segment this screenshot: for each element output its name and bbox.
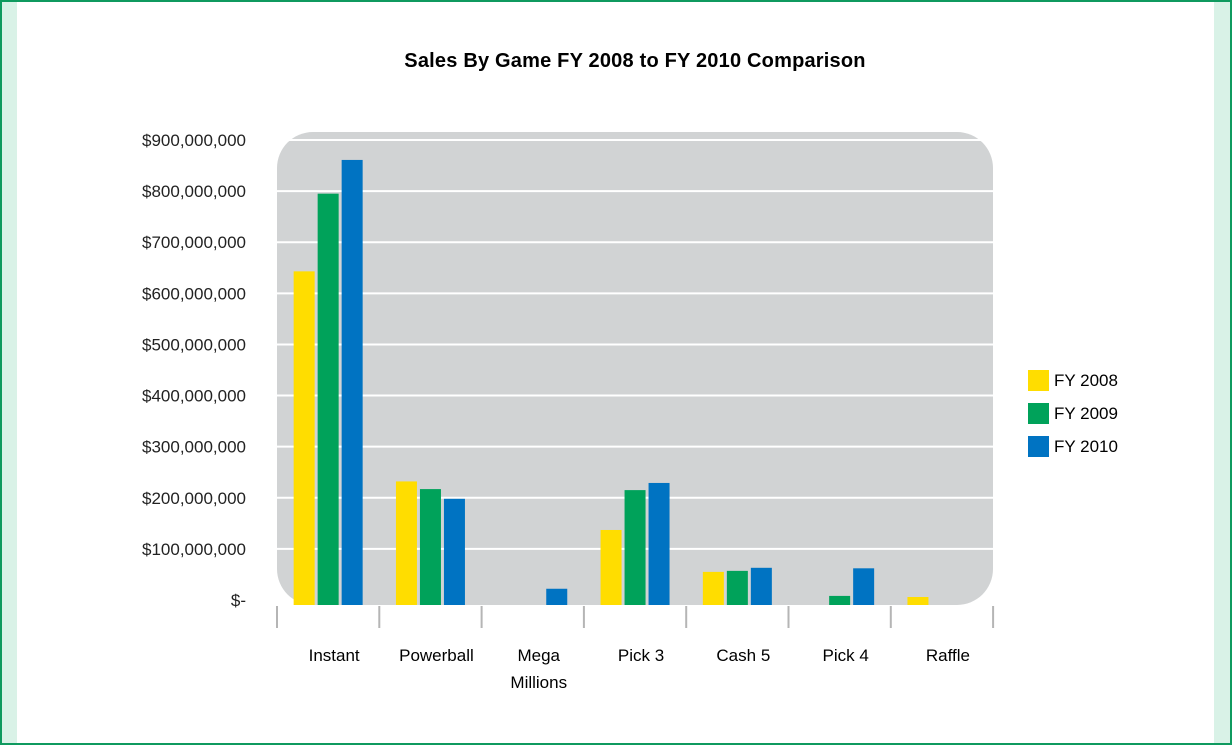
legend-label: FY 2010 [1054, 436, 1118, 456]
bar [546, 588, 568, 605]
bar [624, 490, 646, 605]
bar [317, 193, 339, 605]
y-tick-label: $900,000,000 [142, 131, 246, 150]
bar [443, 498, 465, 605]
bar [419, 489, 441, 605]
chart-legend: FY 2008 FY 2009 FY 2010 [1028, 364, 1118, 463]
legend-swatch [1028, 403, 1049, 424]
bar [750, 567, 772, 605]
y-tick-label: $400,000,000 [142, 387, 246, 406]
y-tick-label: $700,000,000 [142, 233, 246, 252]
x-tick-label: Pick 3 [618, 646, 664, 665]
x-tick-label: Mega [517, 646, 560, 665]
x-tick-label: Cash 5 [716, 646, 770, 665]
y-tick-label: $100,000,000 [142, 540, 246, 559]
x-tick-label: Raffle [926, 646, 970, 665]
y-tick-label: $600,000,000 [142, 284, 246, 303]
chart-title: Sales By Game FY 2008 to FY 2010 Compari… [404, 50, 866, 72]
bar [726, 570, 748, 605]
bar [853, 568, 875, 605]
bar [648, 482, 670, 605]
legend-swatch [1028, 370, 1049, 391]
legend-item: FY 2008 [1028, 364, 1118, 397]
y-tick-label: $500,000,000 [142, 335, 246, 354]
bar [341, 159, 363, 605]
bar [293, 271, 315, 605]
y-tick-label: $- [231, 591, 246, 610]
x-tick-label: Powerball [399, 646, 474, 665]
legend-item: FY 2009 [1028, 397, 1118, 430]
legend-label: FY 2008 [1054, 370, 1118, 390]
bar [829, 595, 851, 605]
legend-label: FY 2009 [1054, 403, 1118, 423]
bar [600, 529, 622, 605]
y-tick-label: $300,000,000 [142, 438, 246, 457]
legend-item: FY 2010 [1028, 430, 1118, 463]
x-tick-label: Millions [510, 673, 567, 692]
plot-area [277, 132, 993, 605]
y-tick-label: $200,000,000 [142, 489, 246, 508]
bar [907, 597, 929, 605]
y-tick-label: $800,000,000 [142, 182, 246, 201]
x-tick-label: Instant [309, 646, 360, 665]
x-tick-label: Pick 4 [823, 646, 869, 665]
bar [702, 571, 724, 605]
legend-swatch [1028, 436, 1049, 457]
bar [395, 481, 417, 605]
